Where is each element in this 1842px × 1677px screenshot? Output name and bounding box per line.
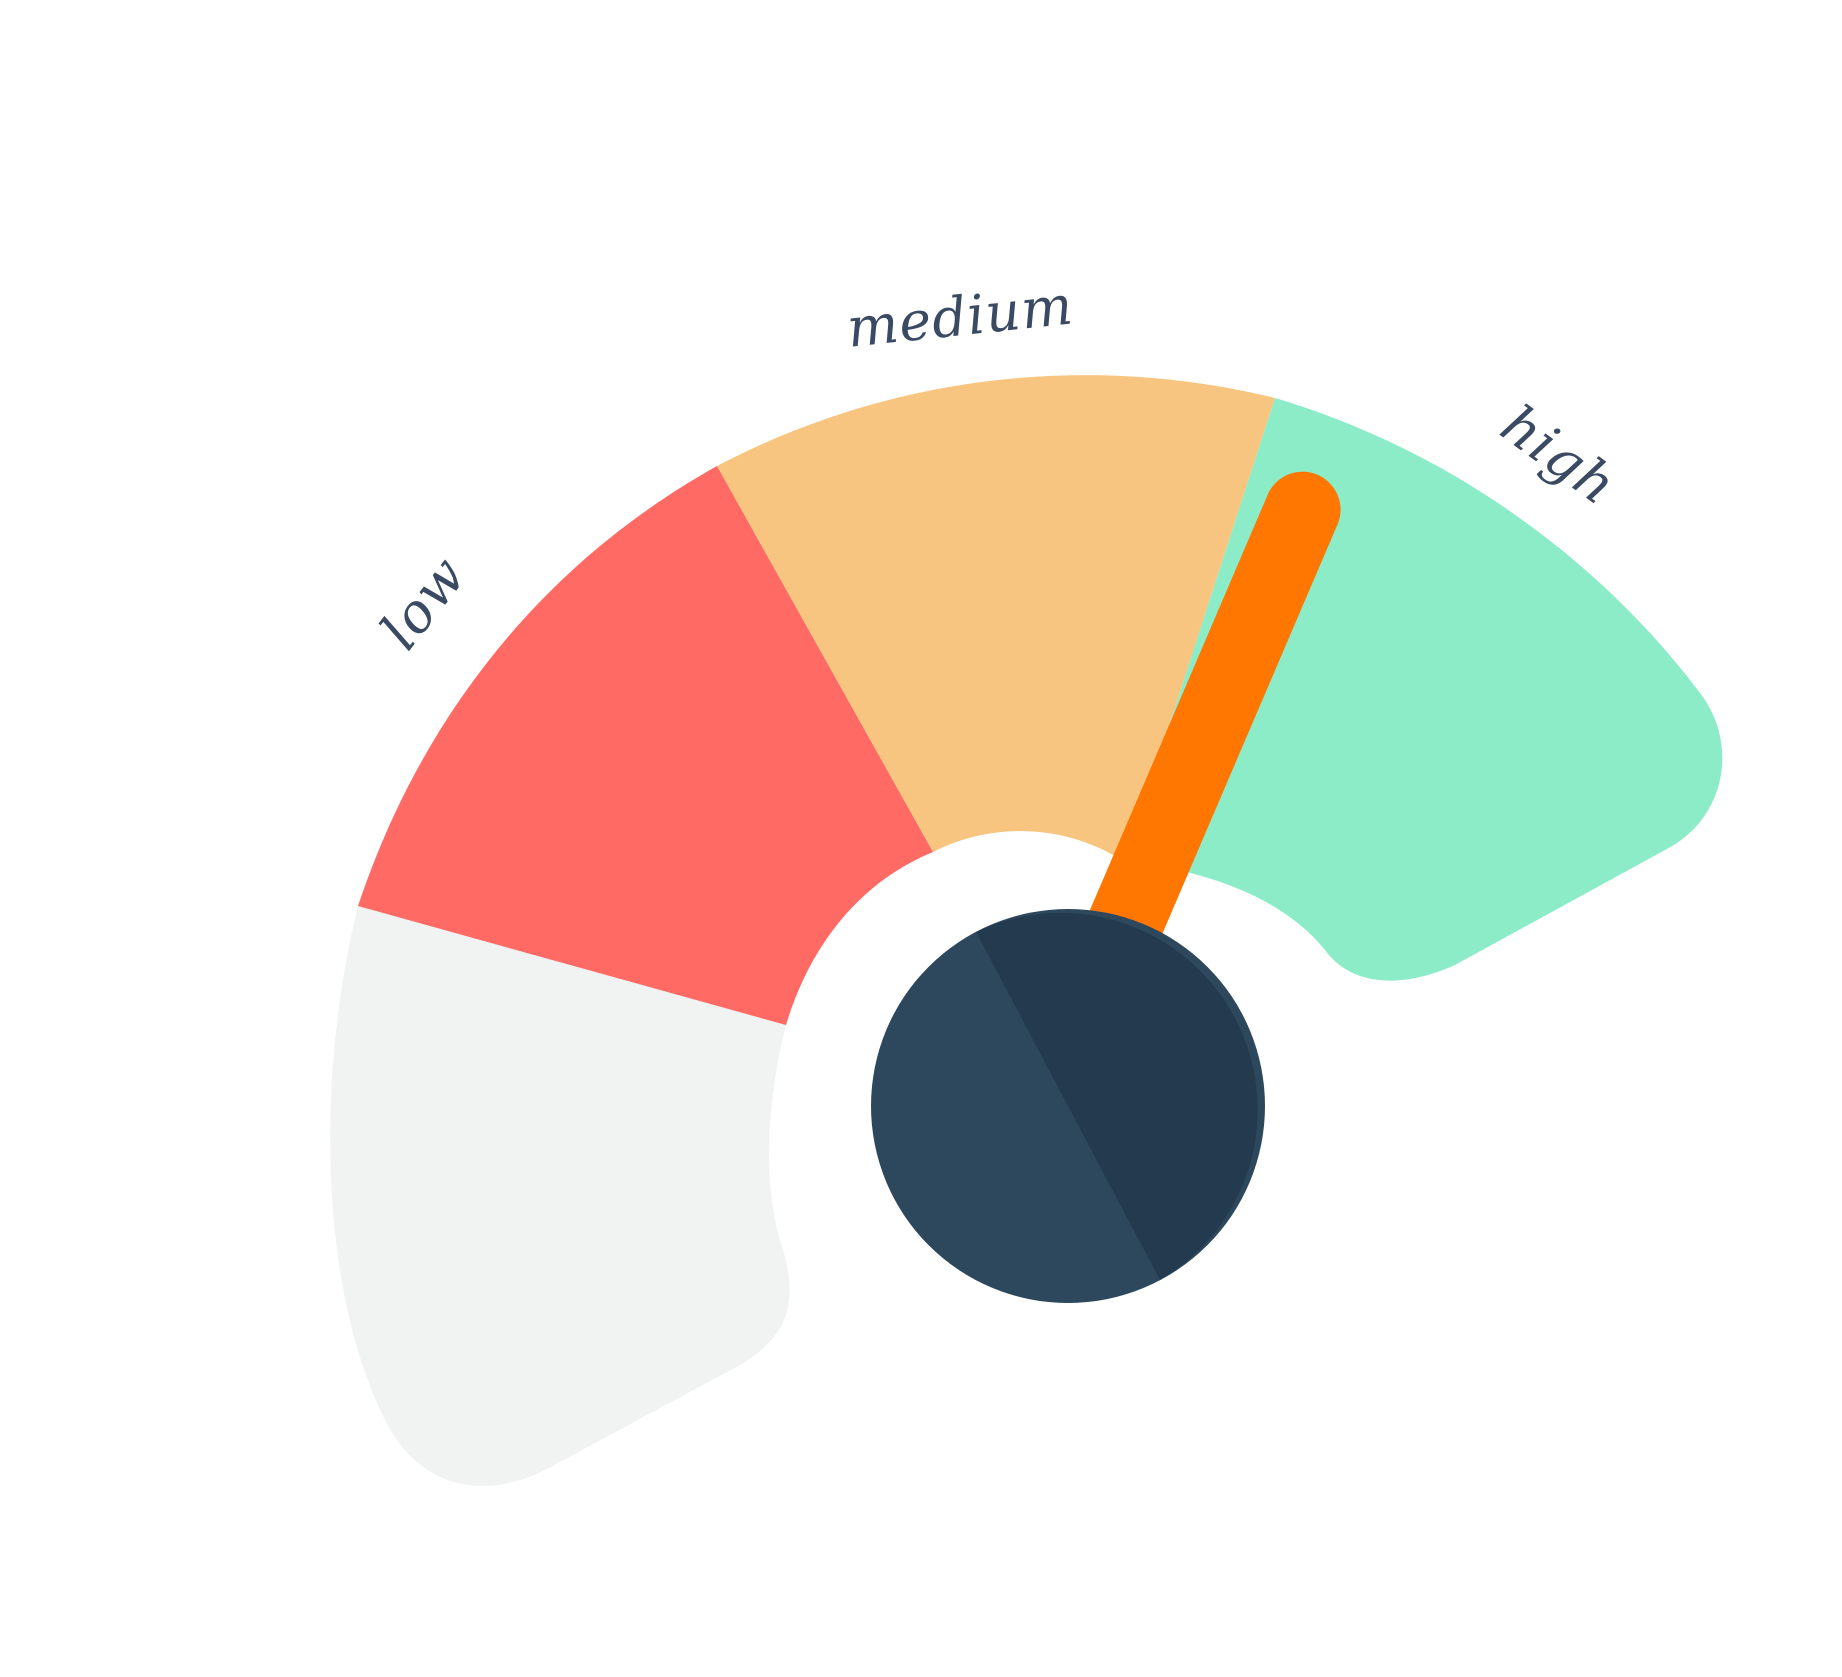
gauge-label-medium: medium bbox=[844, 273, 1076, 359]
gauge-hub-shade bbox=[976, 912, 1258, 1280]
gauge-segment-low bbox=[358, 466, 933, 1025]
gauge-segment-empty bbox=[330, 906, 790, 1486]
gauge-hub bbox=[871, 909, 1265, 1303]
gauge-label-low: low bbox=[368, 544, 479, 661]
gauge-needle-shape bbox=[1045, 471, 1341, 1049]
gauge-needle bbox=[1045, 471, 1341, 1049]
gauge-segment-medium bbox=[717, 375, 1275, 862]
gauge-label-high: high bbox=[1490, 393, 1628, 518]
